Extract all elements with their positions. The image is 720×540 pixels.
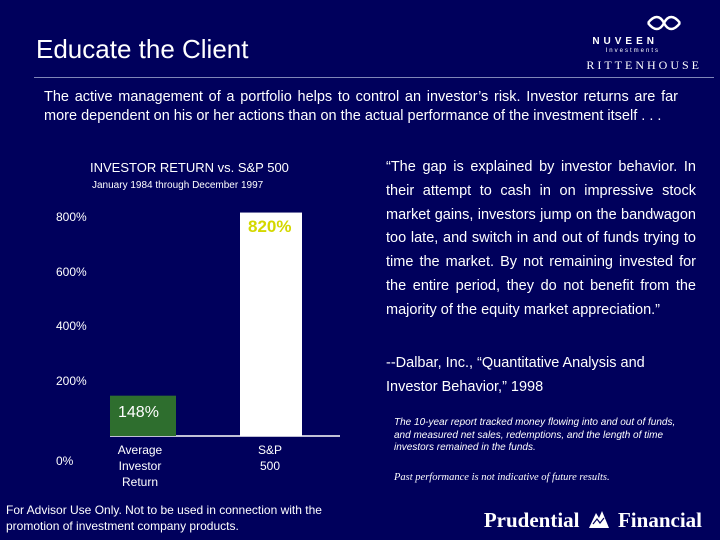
intro-paragraph: The active management of a portfolio hel…	[44, 89, 678, 124]
nuveen-mark-icon	[647, 15, 681, 31]
y-tick-label: 600%	[56, 264, 87, 279]
y-tick-label: 800%	[56, 210, 87, 224]
title-divider	[34, 77, 714, 78]
prudential-wordmark: Prudential	[483, 508, 580, 532]
investments-wordmark: Investments	[605, 48, 660, 54]
prudential-financial-logo: Prudential Financial	[484, 508, 702, 533]
advisor-use-footer: For Advisor Use Only. Not to be used in …	[6, 503, 322, 533]
category-label: S&P 500	[257, 443, 282, 473]
rock-icon	[588, 511, 609, 528]
y-tick-label: 0%	[56, 454, 74, 468]
category-label: Average Investor Return	[117, 443, 163, 489]
rittenhouse-wordmark: RITTENHOUSE	[586, 58, 702, 72]
report-note: The 10-year report tracked money flowing…	[394, 417, 676, 453]
nuveen-rittenhouse-logo: NUVEEN Investments RITTENHOUSE	[552, 14, 702, 74]
bar-value-label: 148%	[118, 403, 159, 421]
bar-value-label: 820%	[248, 216, 292, 236]
slide-title: Educate the Client	[36, 34, 249, 64]
chart-title: INVESTOR RETURN vs. S&P 500	[90, 160, 289, 175]
y-tick-label: 200%	[56, 373, 87, 388]
past-performance-disclaimer: Past performance is not indicative of fu…	[394, 472, 610, 483]
y-tick-label: 400%	[56, 319, 87, 333]
bar-average-investor	[110, 395, 176, 436]
financial-wordmark: Financial	[617, 508, 702, 532]
dalbar-quote: “The gap is explained by investor behavi…	[386, 159, 696, 318]
bar-sp500	[240, 212, 302, 436]
quote-citation: --Dalbar, Inc., “Quantitative Analysis a…	[386, 355, 645, 395]
nuveen-wordmark: NUVEEN	[592, 36, 658, 47]
chart-subtitle: January 1984 through December 1997	[92, 180, 264, 191]
